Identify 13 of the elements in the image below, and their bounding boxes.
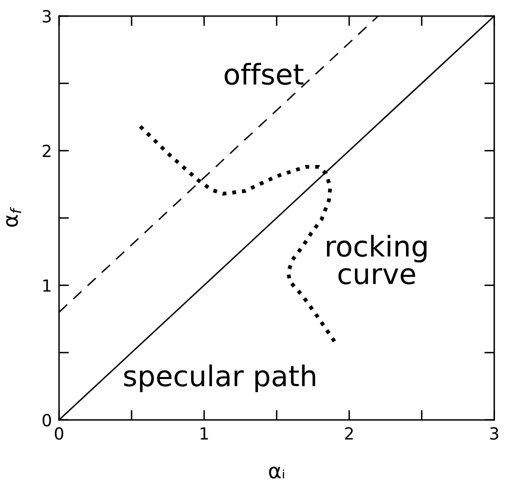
- series-label: specular path: [124, 364, 316, 392]
- x-tick-label: 0: [54, 427, 64, 440]
- y-tick-label: 2: [42, 144, 50, 157]
- y-tick-label: 0: [42, 414, 51, 426]
- x-tick-label: 1: [200, 427, 208, 440]
- y-tick-label: 3: [42, 10, 51, 23]
- series-label: offset: [224, 62, 304, 85]
- x-tick-label: 2: [345, 427, 353, 440]
- y-tick-label: 1: [43, 279, 51, 292]
- series-label: rocking curve: [326, 234, 426, 284]
- x-tick-label: 3: [490, 427, 498, 440]
- y-axis-title: α$_{f}$: [6, 206, 22, 227]
- x-axis-title: αᵢ: [269, 466, 284, 479]
